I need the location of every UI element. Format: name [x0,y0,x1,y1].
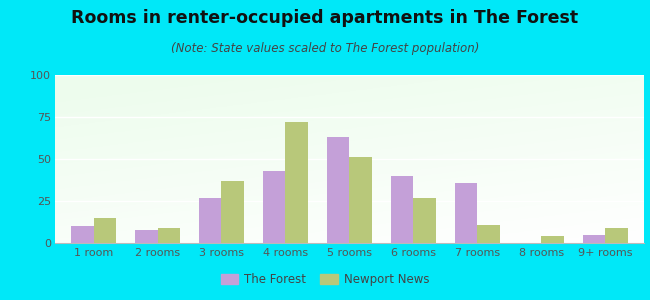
Bar [72,226,94,243]
Text: (Note: State values scaled to The Forest population): (Note: State values scaled to The Forest… [171,42,479,55]
Legend: The Forest, Newport News: The Forest, Newport News [216,269,434,291]
Bar [455,182,477,243]
Bar [327,137,350,243]
Bar [477,224,500,243]
Text: Rooms in renter-occupied apartments in The Forest: Rooms in renter-occupied apartments in T… [72,9,578,27]
Bar [285,122,308,243]
Bar [391,176,413,243]
Bar [94,218,116,243]
Bar [605,228,627,243]
Bar [541,236,564,243]
Bar [263,171,285,243]
Bar [222,181,244,243]
Bar [157,228,180,243]
Bar [583,235,605,243]
Bar [199,198,222,243]
Bar [413,198,436,243]
Bar [135,230,157,243]
Bar [350,157,372,243]
